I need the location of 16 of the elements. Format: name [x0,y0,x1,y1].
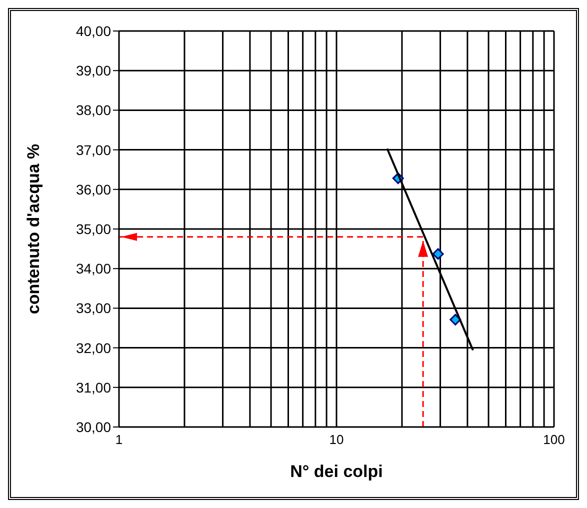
y-tick-label: 32,00 [76,340,112,356]
x-axis-title: N° dei colpi [290,462,383,481]
y-tick-label: 39,00 [76,62,112,79]
y-tick-label: 36,00 [76,181,112,198]
y-tick-label: 37,00 [76,142,112,158]
y-tick-label: 31,00 [76,379,112,396]
x-tick-label: 100 [543,432,565,448]
y-axis-title: contenuto d'acqua % [24,144,44,314]
y-tick-label: 40,00 [76,22,112,39]
y-tick-label: 30,00 [76,418,112,435]
y-tick-label: 35,00 [76,220,112,237]
y-tick-label: 38,00 [76,102,112,118]
y-tick-label: 34,00 [76,260,112,277]
y-tick-label: 33,00 [76,300,112,316]
x-tick-label: 1 [115,432,123,448]
x-tick-label: 10 [329,432,344,448]
